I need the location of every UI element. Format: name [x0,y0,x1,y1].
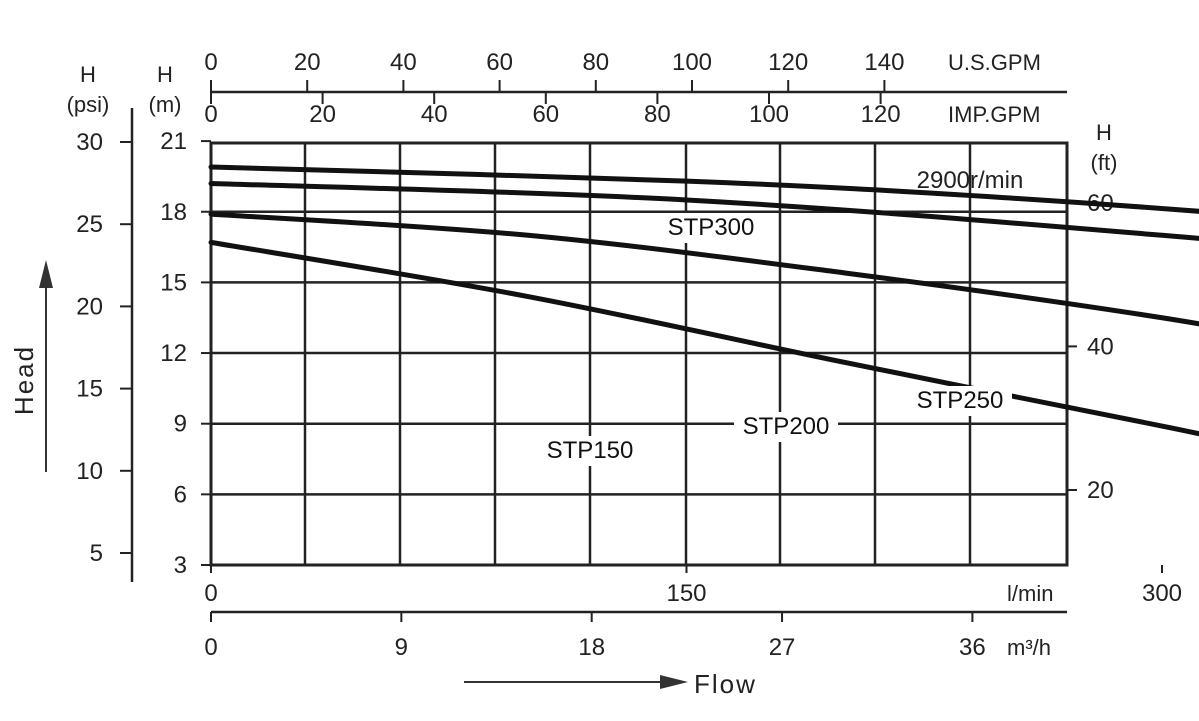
y-psi-tick-label: 10 [76,458,103,485]
x-axis-unit-usgpm: U.S.GPM [948,50,1041,75]
y-tick-label: 9 [174,411,187,438]
curve-label-bg [908,386,1012,416]
y-psi-unit: (psi) [67,92,110,117]
curve-label-bg [538,436,642,466]
x-axis-unit-lmin: l/min [1007,581,1053,606]
x-tick-label: 300 [1142,580,1182,607]
curve-label-stp300: STP300 [668,214,755,241]
y-psi-tick-label: 15 [76,376,103,403]
x-usgpm-tick-label: 60 [486,49,513,76]
head-arrow-head [39,260,53,288]
speed-annotation: 2900r/min [917,167,1024,194]
y-tick-label: 12 [160,340,187,367]
y-ft-tick-label: 40 [1087,333,1114,360]
y-m-unit-h: H [157,62,173,87]
y-tick-label: 18 [160,199,187,226]
y-psi-tick-label: 20 [76,293,103,320]
x-impgpm-tick-label: 60 [532,101,559,128]
x-impgpm-tick-label: 0 [204,101,217,128]
x-usgpm-tick-label: 80 [582,49,609,76]
y-ft-unit-h: H [1096,120,1112,145]
x-axis-unit-impgpm: IMP.GPM [948,102,1041,127]
grid-lines [209,141,1069,567]
y-tick-label: 3 [174,552,187,579]
x-axis-title: Flow [694,669,757,699]
x-usgpm-tick-label: 120 [768,49,808,76]
x-impgpm-tick-label: 80 [644,101,671,128]
curve-label-stp250: STP250 [917,387,1004,414]
y-psi-tick-label: 30 [76,129,103,156]
x-impgpm-tick-label: 40 [421,101,448,128]
curve-label-stp150: STP150 [547,437,634,464]
x-impgpm-tick-label: 100 [749,101,789,128]
curve-stp150 [208,239,1199,437]
curve-stp200 [208,211,1199,327]
y-psi-tick-label: 25 [76,211,103,238]
y-psi-tick-label: 5 [90,540,103,567]
curve-stp250 [208,180,1199,241]
y-ft-unit: (ft) [1091,150,1118,175]
curve-stp300 [208,164,1199,214]
y-tick-label: 15 [160,269,187,296]
curve-label-stp200: STP200 [743,413,830,440]
x-usgpm-tick-label: 140 [864,49,904,76]
x-axis-unit-m3h: m³/h [1007,635,1051,660]
axes: 369121518210150300450600l/min09182736m³/… [67,49,1182,661]
curve-label-bg [734,412,838,442]
x-usgpm-tick-label: 40 [390,49,417,76]
y-tick-label: 21 [160,128,187,155]
x-usgpm-tick-label: 0 [204,49,217,76]
x-m3h-tick-label: 18 [578,634,605,661]
x-m3h-tick-label: 27 [769,634,796,661]
x-impgpm-tick-label: 20 [309,101,336,128]
x-m3h-tick-label: 9 [395,634,408,661]
x-tick-label: 0 [204,580,217,607]
x-m3h-tick-label: 36 [959,634,986,661]
y-m-unit: (m) [149,92,182,117]
x-usgpm-tick-label: 100 [672,49,712,76]
y-ft-tick-label: 20 [1087,477,1114,504]
y-tick-label: 6 [174,481,187,508]
flow-arrow-head [660,675,688,689]
y-axis-title: Head [9,345,39,415]
x-tick-label: 150 [666,580,706,607]
x-usgpm-tick-label: 20 [294,49,321,76]
y-psi-unit-h: H [80,62,96,87]
x-impgpm-tick-label: 120 [861,101,901,128]
pump-curves: STP150 STP200 STP250 STP300 [208,164,1199,466]
curve-label-bg [659,213,763,243]
x-m3h-tick-label: 0 [204,634,217,661]
